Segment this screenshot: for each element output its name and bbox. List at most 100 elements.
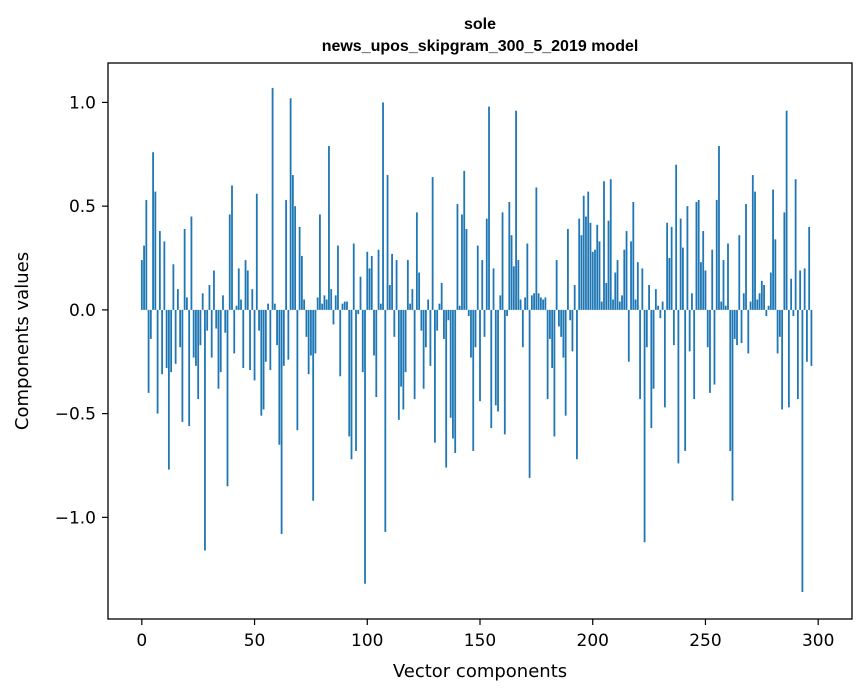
bar	[359, 276, 362, 310]
bar	[510, 235, 513, 310]
bar	[763, 284, 765, 310]
bar	[603, 181, 605, 310]
bar	[675, 164, 678, 310]
bar	[564, 309, 567, 416]
bar	[738, 235, 741, 310]
bar	[485, 218, 488, 310]
bar	[772, 189, 774, 310]
bar	[783, 212, 786, 310]
bar	[262, 309, 265, 410]
bar	[379, 303, 382, 310]
bar	[621, 295, 623, 310]
bar	[443, 309, 445, 339]
bar	[715, 199, 718, 310]
bar	[677, 309, 680, 464]
bar	[508, 202, 511, 310]
bar	[652, 309, 655, 389]
bar	[170, 309, 173, 373]
bar	[454, 309, 457, 454]
bar	[668, 258, 671, 310]
bar	[630, 241, 632, 310]
bar	[537, 293, 540, 310]
bar	[706, 309, 709, 348]
bar	[609, 179, 612, 310]
bar	[319, 214, 321, 310]
bar	[287, 309, 290, 360]
bar	[140, 260, 143, 310]
bar	[337, 245, 339, 310]
bar	[397, 309, 400, 420]
chart-title: sole	[464, 16, 496, 33]
bar	[560, 309, 563, 337]
bar	[226, 309, 229, 487]
bar	[657, 305, 660, 310]
bar	[440, 282, 443, 310]
bar	[751, 175, 754, 310]
bar	[386, 175, 389, 310]
bar	[192, 309, 195, 358]
chart-subtitle: news_upos_skipgram_300_5_2019 model	[322, 38, 639, 55]
bar	[533, 293, 536, 310]
bar	[650, 309, 653, 429]
bar	[585, 216, 587, 310]
bar	[648, 284, 650, 310]
bar	[201, 293, 204, 310]
bar	[461, 214, 463, 310]
bar	[672, 309, 675, 346]
bar	[400, 309, 402, 387]
bar	[154, 191, 157, 310]
bar	[808, 226, 811, 310]
bar	[515, 110, 517, 310]
bar	[158, 231, 161, 310]
bar	[436, 309, 439, 331]
bar	[305, 309, 308, 337]
bar	[235, 305, 238, 310]
bar	[370, 255, 373, 310]
bar	[794, 179, 797, 310]
bar	[427, 299, 430, 310]
bar	[411, 289, 414, 310]
bar	[332, 309, 335, 325]
bar	[273, 303, 276, 310]
bar	[377, 249, 380, 310]
bar	[736, 309, 738, 346]
bar	[713, 309, 716, 385]
bar	[796, 309, 799, 400]
bar	[357, 309, 360, 315]
bar	[787, 309, 790, 408]
bar	[314, 309, 317, 354]
bar	[632, 202, 635, 310]
bar	[391, 253, 393, 310]
bar	[729, 309, 732, 451]
bar	[742, 293, 745, 310]
bar	[352, 243, 355, 310]
y-axis: −1.0 −0.5 0.0 0.5 1.0	[55, 93, 108, 528]
bar	[149, 309, 152, 339]
bar	[711, 249, 714, 310]
bar	[208, 284, 211, 310]
bar	[553, 309, 556, 437]
bar	[747, 309, 750, 354]
bar	[240, 299, 242, 310]
bar	[693, 309, 696, 400]
bar	[458, 305, 461, 310]
bar	[422, 309, 425, 389]
bar	[645, 309, 648, 348]
bar	[264, 309, 267, 362]
bar	[774, 239, 777, 310]
bar	[598, 241, 601, 310]
bar	[402, 309, 405, 410]
bar	[542, 299, 545, 310]
bar	[792, 309, 795, 317]
bar	[704, 270, 707, 310]
bar	[152, 152, 154, 310]
bar	[474, 309, 477, 348]
bar	[463, 170, 466, 310]
bar	[691, 293, 693, 310]
bar	[661, 301, 664, 310]
bar	[418, 272, 421, 310]
bar	[639, 309, 641, 400]
bar	[350, 309, 353, 460]
bar	[470, 309, 472, 358]
